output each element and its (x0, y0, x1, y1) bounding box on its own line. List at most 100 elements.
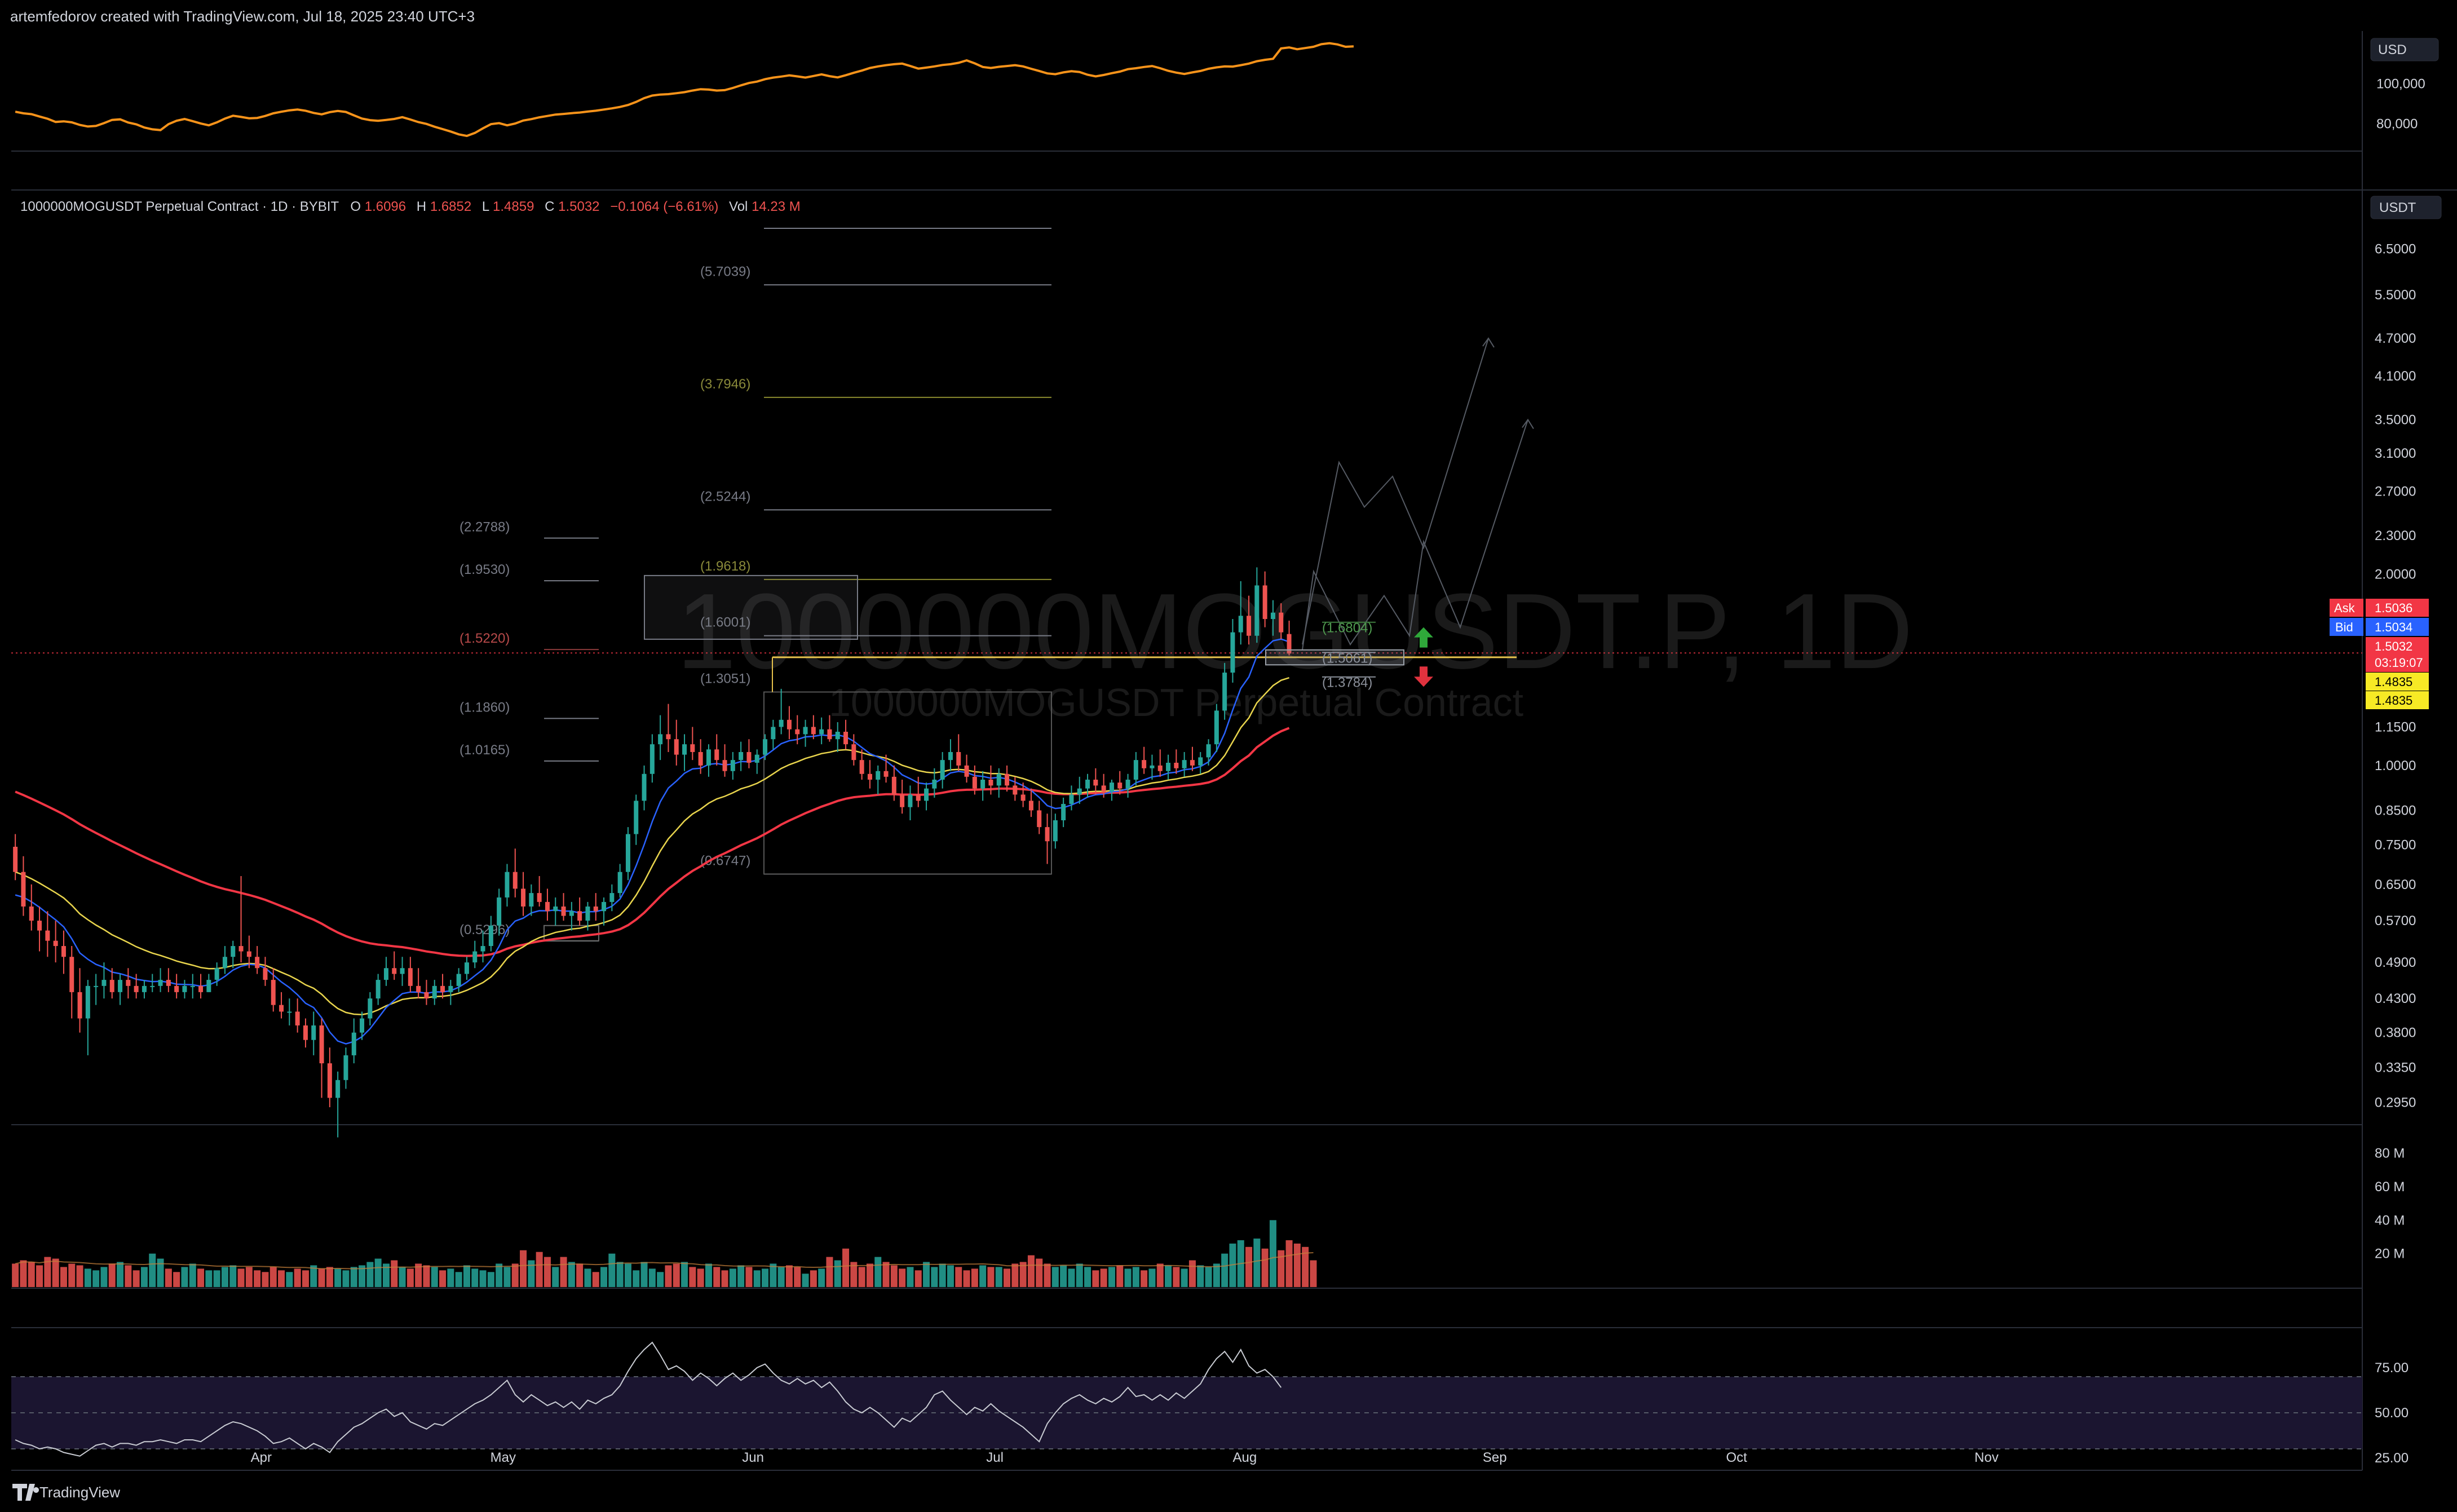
volume-bar (1100, 1268, 1107, 1287)
up-arrow-icon (1414, 627, 1433, 648)
volume-bar (52, 1258, 59, 1287)
candle-body (545, 901, 550, 912)
volume-bar (777, 1267, 785, 1287)
candle-body (593, 906, 598, 912)
candle-body (1150, 765, 1155, 768)
fib-level-left-label: (1.0165) (459, 742, 510, 758)
candle-body (634, 801, 639, 834)
btc-unit-label[interactable]: USD (2378, 42, 2407, 58)
candle-body (746, 751, 752, 763)
candle-body (424, 992, 429, 999)
candle-body (706, 749, 711, 766)
volume-bar (149, 1253, 156, 1287)
volume-bar (520, 1250, 527, 1287)
volume-bar (254, 1270, 261, 1287)
volume-bar (1229, 1243, 1236, 1287)
moving-averages (15, 638, 1290, 1045)
volume-bar (1197, 1265, 1204, 1287)
volume-bar (310, 1265, 317, 1287)
candle-body (295, 1011, 300, 1025)
candle-body (964, 765, 969, 777)
candle-body (101, 980, 107, 986)
volume-bar (173, 1272, 180, 1287)
candle-body (1093, 779, 1098, 786)
rsi-pane: 75.00 50.00 25.00 (11, 1341, 2409, 1466)
main-y-tick-label: 1.0000 (2375, 758, 2416, 773)
candle-body (561, 906, 566, 916)
volume-bar (1068, 1268, 1075, 1287)
volume-bar (496, 1263, 503, 1287)
candle-body (698, 751, 703, 766)
volume-bar (463, 1265, 470, 1287)
candle-body (29, 906, 34, 921)
candle-body (214, 968, 219, 980)
main-unit-button[interactable] (2370, 196, 2442, 219)
candle-body (69, 957, 74, 992)
candle-body (658, 734, 663, 745)
candle-body (843, 732, 849, 745)
volume-bar (770, 1263, 777, 1287)
candle-body (1142, 760, 1147, 768)
candle-body (1166, 762, 1171, 771)
candle-body (45, 930, 50, 941)
main-y-tick-label: 0.4900 (2375, 955, 2416, 970)
ask-tag-value: 1.5036 (2375, 601, 2412, 615)
ema-tag-b-bg (2366, 691, 2429, 709)
candle-body (795, 729, 800, 735)
symbol-title: 1000000MOGUSDT Perpetual Contract · 1D ·… (20, 199, 339, 214)
drawings: (1.6804) (1.5061) (1.3784) (1265, 337, 1534, 691)
time-tick-label: May (490, 1450, 516, 1465)
open-value: 1.6096 (365, 199, 406, 214)
candle-body (956, 751, 961, 766)
btc-unit-button[interactable] (2370, 38, 2439, 61)
volume-bar (366, 1262, 374, 1287)
volume-bar (1011, 1263, 1019, 1287)
volume-bar (1027, 1255, 1035, 1287)
bid-tag-label-bg (2330, 618, 2363, 636)
target-level-label: (1.5061) (1322, 651, 1372, 666)
volume-bar (439, 1270, 447, 1287)
volume-bar (1060, 1265, 1067, 1287)
volume-bar (810, 1270, 817, 1287)
candle-body (1125, 779, 1130, 789)
volume-value: 14.23 M (752, 199, 801, 214)
volume-bar (302, 1270, 309, 1287)
candle-body (440, 985, 445, 992)
main-y-tick-label: 3.1000 (2375, 446, 2416, 461)
volume-bar (1269, 1220, 1276, 1287)
candle-body (1254, 585, 1260, 636)
main-y-tick-label: 4.1000 (2375, 369, 2416, 384)
candle-body (118, 980, 123, 992)
volume-bar (406, 1268, 414, 1287)
candle-body (851, 744, 856, 761)
candle-body (1279, 612, 1284, 633)
down-arrow-icon (1414, 666, 1433, 687)
volume-bar (487, 1272, 494, 1287)
rsi-y-tick-label: 25.00 (2375, 1451, 2409, 1466)
candle-body (1020, 794, 1026, 801)
candle-body (142, 985, 147, 992)
candle-body (754, 754, 759, 763)
main-unit-label[interactable]: USDT (2379, 200, 2416, 215)
credit-text: artemfedorov created with TradingView.co… (10, 8, 475, 25)
time-tick-label: Nov (1974, 1450, 1999, 1465)
candle-body (649, 744, 655, 774)
candle-body (674, 739, 679, 755)
candle-body (1028, 801, 1033, 811)
fib-level-left-label: (2.2788) (459, 520, 510, 535)
volume-bar (165, 1268, 172, 1287)
candle-body (198, 985, 204, 992)
candle-body (569, 911, 574, 916)
candle-body (351, 1032, 356, 1055)
volume-ma-line (15, 1252, 1314, 1270)
volume-bar (140, 1267, 148, 1287)
volume-pane: 80 M 60 M 40 M 20 M (12, 1146, 2405, 1287)
candle-body (803, 727, 808, 735)
volume-bar (907, 1267, 914, 1287)
rsi-y-tick-label: 75.00 (2375, 1360, 2409, 1376)
volume-y-tick-label: 20 M (2375, 1246, 2405, 1262)
symbol-legend[interactable]: 1000000MOGUSDT Perpetual Contract · 1D ·… (20, 199, 801, 214)
volume-bar (729, 1268, 736, 1287)
volume-bar (237, 1268, 245, 1287)
